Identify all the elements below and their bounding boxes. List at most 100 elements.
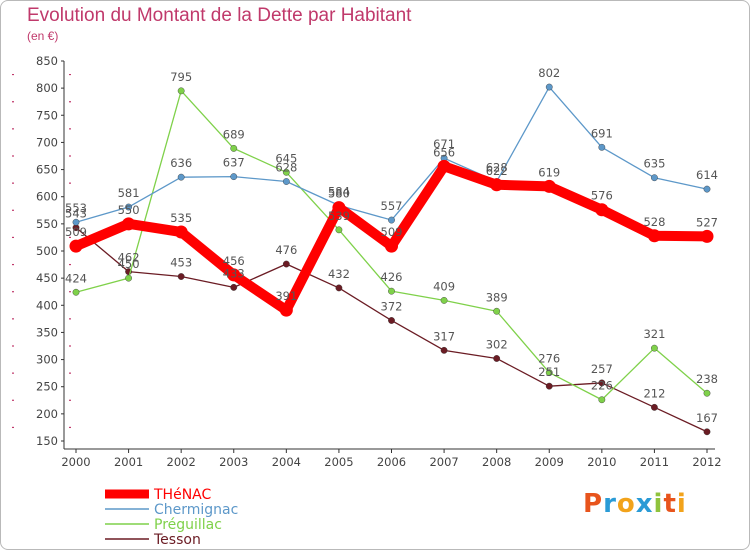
y-tick-label-350: 350 (36, 325, 58, 339)
data-label-pr-guillac-2011: 321 (643, 327, 665, 341)
series-tesson (72, 224, 711, 436)
y-tick-label-400: 400 (36, 298, 58, 312)
data-label-tesson-2003: 433 (223, 266, 245, 280)
data-label-th-nac-2012: 527 (696, 215, 718, 229)
data-label-chermignac-2010: 691 (591, 126, 613, 140)
data-label-th-nac-2000: 509 (65, 225, 87, 239)
data-label-chermignac-2009: 802 (538, 66, 560, 80)
data-label-th-nac-2004: 391 (275, 289, 297, 303)
data-label-th-nac-2002: 535 (170, 211, 192, 225)
y-tick-label-500: 500 (36, 244, 58, 258)
point-pr-guillac-2000 (72, 288, 80, 296)
data-label-tesson-2005: 432 (328, 267, 350, 281)
point-chermignac-2002 (177, 173, 185, 181)
data-label-th-nac-2009: 619 (538, 165, 560, 179)
y-tick-label-850: 850 (36, 54, 58, 68)
point-th-nac-2011 (647, 229, 661, 243)
point-chermignac-2001 (125, 203, 132, 211)
y-tick-label-700: 700 (36, 135, 58, 149)
data-label-th-nac-2008: 622 (486, 164, 508, 178)
point-chermignac-2000 (72, 218, 80, 226)
point-pr-guillac-2001 (125, 274, 132, 282)
data-label-th-nac-2003: 456 (223, 254, 245, 268)
x-tick-label-2007: 2007 (429, 455, 458, 469)
point-tesson-2009 (545, 382, 553, 390)
x-tick-label-2004: 2004 (272, 455, 301, 469)
data-label-chermignac-2012: 614 (696, 168, 718, 182)
y-tick-label-300: 300 (36, 353, 58, 367)
data-labels: 543 462 453 433 476 432 372 317 302 251 257 212 167 4… (65, 66, 718, 425)
x-axis: 2000 2001 2002 2003 2004 2005 2006 2007 2008 2009… (61, 448, 722, 469)
point-pr-guillac-2012 (703, 389, 711, 397)
data-label-th-nac-2006: 509 (381, 225, 403, 239)
point-chermignac-2006 (388, 216, 395, 224)
point-tesson-2011 (651, 403, 658, 411)
y-tick-label-250: 250 (36, 380, 58, 394)
point-pr-guillac-2002 (177, 87, 185, 95)
data-label-tesson-2000: 543 (65, 207, 87, 221)
x-tick-label-2008: 2008 (482, 455, 511, 469)
data-label-pr-guillac-2003: 689 (223, 127, 245, 141)
data-label-chermignac-2002: 636 (170, 156, 192, 170)
data-label-tesson-2004: 476 (275, 243, 297, 257)
point-pr-guillac-2004 (282, 168, 290, 176)
data-label-chermignac-2000: 553 (65, 201, 87, 215)
point-tesson-2004 (282, 260, 290, 268)
data-label-chermignac-2006: 557 (381, 199, 403, 213)
data-label-tesson-2007: 317 (433, 329, 455, 343)
y-tick-label-800: 800 (36, 81, 58, 95)
point-tesson-2010 (598, 379, 606, 387)
point-pr-guillac-2008 (493, 307, 501, 315)
data-label-pr-guillac-2002: 795 (170, 70, 192, 84)
point-chermignac-2003 (230, 173, 238, 181)
x-tick-label-2002: 2002 (167, 455, 196, 469)
point-th-nac-2006 (385, 239, 398, 253)
data-label-chermignac-2001: 581 (118, 186, 140, 200)
data-label-tesson-2009: 251 (538, 365, 560, 379)
point-th-nac-2005 (332, 201, 346, 215)
series-th-nac (69, 159, 714, 317)
data-label-pr-guillac-2005: 539 (328, 209, 350, 223)
x-tick-label-2001: 2001 (114, 455, 143, 469)
data-label-pr-guillac-2010: 226 (591, 379, 613, 393)
x-tick-label-2011: 2011 (640, 455, 669, 469)
data-label-pr-guillac-2004: 645 (275, 151, 297, 165)
y-tick-label-600: 600 (36, 190, 58, 204)
point-th-nac-2010 (595, 203, 609, 217)
chart-title: Evolution du Montant de la Dette par Hab… (27, 5, 412, 26)
data-label-pr-guillac-2012: 238 (696, 372, 718, 386)
x-tick-label-2009: 2009 (535, 455, 564, 469)
legend-label-pr-guillac: Préguillac (154, 517, 222, 533)
data-label-pr-guillac-2001: 450 (118, 257, 140, 271)
point-th-nac-2008 (490, 178, 504, 192)
x-tick-label-2000: 2000 (61, 455, 90, 469)
x-tick-label-2006: 2006 (377, 455, 406, 469)
point-pr-guillac-2009 (545, 369, 553, 376)
point-chermignac-2010 (598, 143, 606, 151)
point-tesson-2007 (440, 346, 448, 354)
data-label-tesson-2010: 257 (591, 362, 613, 376)
point-tesson-2012 (703, 428, 711, 436)
data-label-pr-guillac-2006: 426 (381, 270, 403, 284)
data-label-th-nac-2007: 656 (433, 145, 455, 159)
x-tick-label-2012: 2012 (692, 455, 721, 469)
point-tesson-2005 (335, 284, 343, 292)
point-chermignac-2004 (282, 178, 290, 185)
point-tesson-2008 (493, 355, 501, 362)
data-label-tesson-2011: 212 (643, 386, 665, 400)
legend-label-tesson: Tesson (153, 532, 201, 548)
point-pr-guillac-2011 (651, 344, 658, 352)
y-tick-label-650: 650 (36, 163, 58, 177)
legend-label-th-nac: THéNAC (153, 487, 211, 503)
x-tick-label-2003: 2003 (219, 455, 248, 469)
series-layer (69, 83, 714, 436)
point-th-nac-2004 (279, 303, 293, 317)
point-th-nac-2002 (174, 225, 188, 239)
x-tick-label-2005: 2005 (324, 455, 353, 469)
data-label-chermignac-2003: 637 (223, 156, 245, 170)
data-label-pr-guillac-2008: 389 (486, 290, 508, 304)
data-label-chermignac-2008: 628 (486, 161, 508, 175)
point-pr-guillac-2006 (388, 287, 395, 295)
